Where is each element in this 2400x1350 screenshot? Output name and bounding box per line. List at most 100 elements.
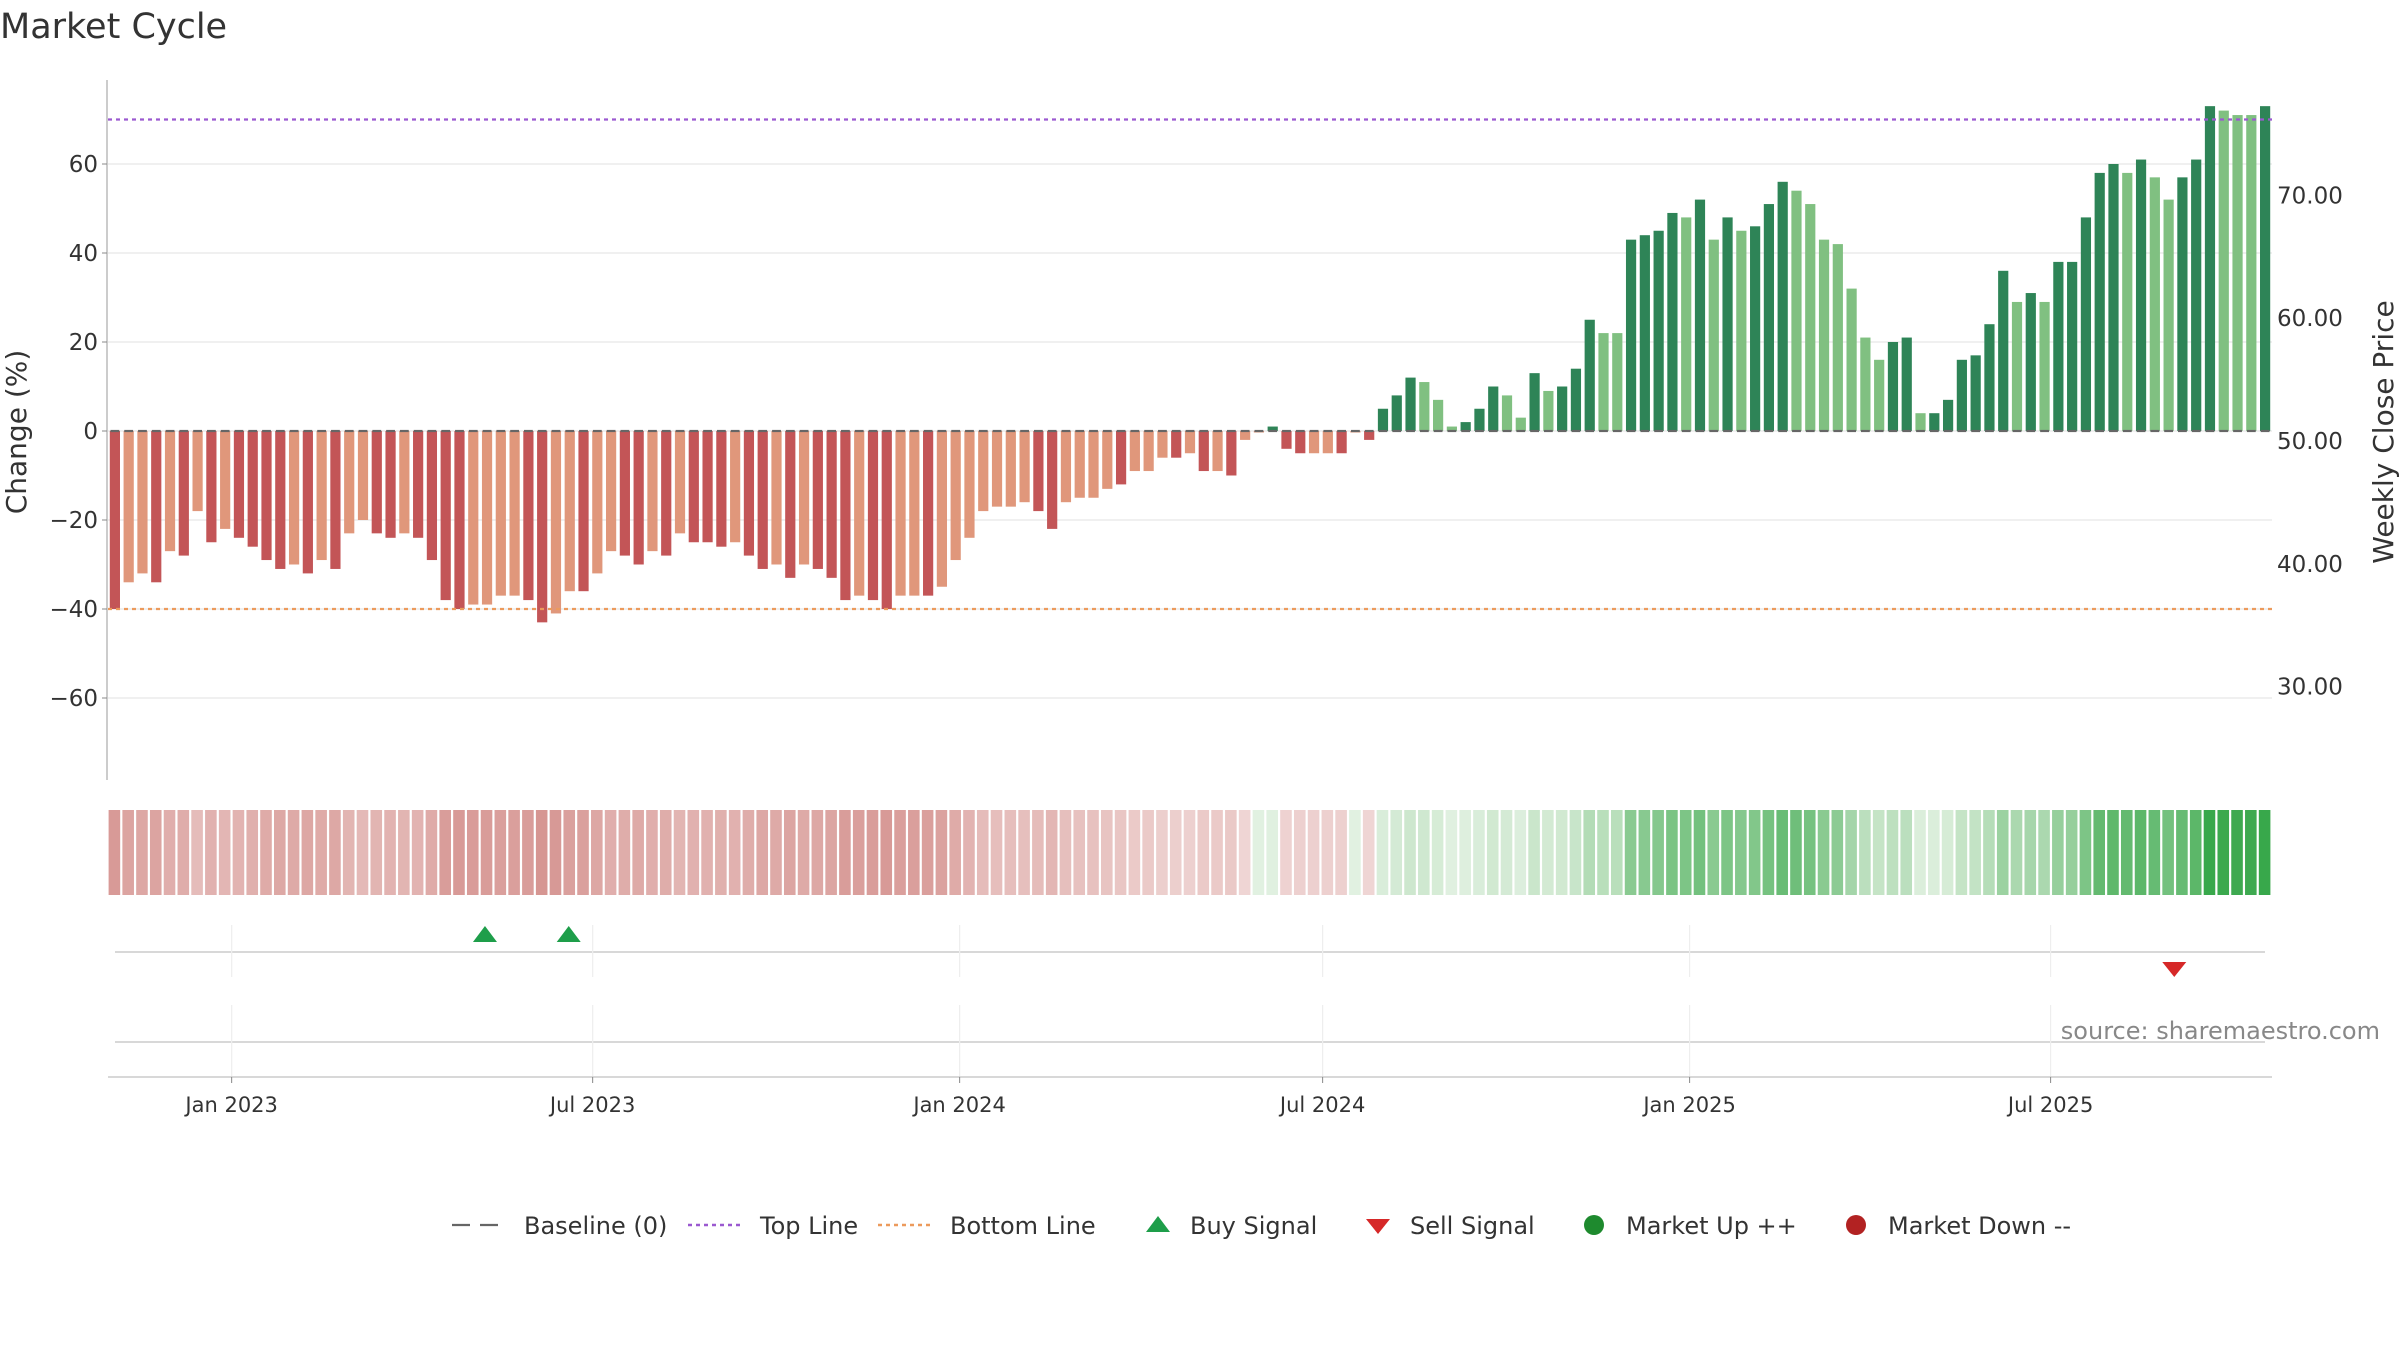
- heat-cell: [2010, 810, 2023, 895]
- heat-cell: [1941, 810, 1954, 895]
- buy-signal-marker: [472, 926, 497, 942]
- bar: [1019, 431, 1030, 503]
- bar: [661, 431, 672, 556]
- bar: [123, 431, 134, 583]
- bar: [2108, 164, 2119, 431]
- y2-tick-label: 60.00: [2277, 306, 2343, 332]
- bar: [1818, 239, 1830, 431]
- bar: [275, 431, 286, 569]
- heat-cell: [411, 810, 424, 895]
- y-tick-label: 60: [69, 152, 98, 178]
- bar: [137, 431, 148, 574]
- heat-cell: [921, 810, 934, 895]
- y2-tick-label: 70.00: [2277, 183, 2343, 209]
- heat-cell: [1555, 810, 1568, 895]
- bar: [1364, 431, 1375, 440]
- bar: [1171, 431, 1182, 458]
- bar: [1515, 417, 1526, 431]
- bar: [1557, 386, 1568, 431]
- bar: [1060, 431, 1072, 503]
- bar: [1047, 431, 1058, 529]
- bar: [716, 431, 727, 547]
- heat-cell: [1748, 810, 1761, 895]
- bar: [2232, 115, 2243, 432]
- heat-cell: [2217, 810, 2230, 895]
- heat-cell: [577, 810, 589, 895]
- bar: [743, 431, 755, 556]
- heat-cell: [1679, 810, 1692, 895]
- bar: [1874, 359, 1885, 431]
- heat-cell: [2258, 810, 2271, 895]
- bar: [826, 431, 837, 578]
- bar: [2204, 106, 2216, 432]
- bar: [730, 431, 741, 543]
- heat-cell: [122, 810, 134, 895]
- x-tick-label: Jul 2023: [548, 1093, 635, 1117]
- heat-cell: [1156, 810, 1168, 895]
- heat-cell: [1803, 810, 1816, 895]
- bar: [1942, 399, 1954, 431]
- heat-cell: [1445, 810, 1458, 895]
- heat-cell: [1955, 810, 1968, 895]
- heat-cell: [1610, 810, 1623, 895]
- heat-cell: [1004, 810, 1017, 895]
- heat-cell: [1569, 810, 1582, 895]
- heat-cell: [1059, 810, 1072, 895]
- bar: [1805, 204, 1816, 431]
- bar: [840, 431, 851, 601]
- bar: [757, 431, 768, 569]
- bar: [288, 431, 300, 565]
- chart-title: Market Cycle: [0, 7, 227, 47]
- heat-cell: [1266, 810, 1278, 895]
- heat-cell: [1128, 810, 1141, 895]
- heat-cell: [2120, 810, 2133, 895]
- heat-cell: [1169, 810, 1182, 895]
- heat-cell: [2052, 810, 2064, 895]
- heat-cell: [2203, 810, 2216, 895]
- heat-cell: [1638, 810, 1651, 895]
- bar: [1212, 431, 1223, 472]
- bar: [1777, 181, 1788, 431]
- bar: [1639, 235, 1650, 431]
- bar: [881, 431, 892, 609]
- y-axis-right: 70.00 60.00 50.00 40.00 30.00: [2277, 183, 2343, 700]
- heat-cell: [1845, 810, 1857, 895]
- bar: [1308, 431, 1320, 454]
- bar: [1474, 408, 1485, 431]
- heat-cell: [1183, 810, 1196, 895]
- heat-cell: [1831, 810, 1844, 895]
- heat-strip: [108, 810, 2271, 895]
- bar: [1267, 426, 1278, 431]
- bar: [619, 431, 630, 556]
- bar: [1750, 226, 1761, 431]
- bar: [633, 431, 644, 565]
- heat-cell: [1238, 810, 1251, 895]
- bar: [1115, 431, 1127, 485]
- bar: [1143, 431, 1154, 472]
- heat-cell: [1390, 810, 1403, 895]
- heat-cell: [136, 810, 148, 895]
- heat-cell: [894, 810, 906, 895]
- bar: [2163, 199, 2174, 431]
- heat-cell: [1087, 810, 1099, 895]
- y-tick-label: −20: [49, 508, 98, 534]
- heat-cell: [728, 810, 741, 895]
- heat-cell: [1514, 810, 1527, 895]
- bar: [2080, 217, 2092, 431]
- heat-cell: [701, 810, 713, 895]
- heat-cell: [1431, 810, 1444, 895]
- signal-rows: [115, 925, 2265, 1077]
- bar: [1529, 373, 1540, 431]
- heat-cell: [315, 810, 327, 895]
- bar: [247, 431, 258, 547]
- bar: [1281, 431, 1292, 449]
- heat-cell: [1321, 810, 1334, 895]
- heat-cell: [384, 810, 396, 895]
- heat-cell: [1872, 810, 1885, 895]
- heat-cell: [2093, 810, 2105, 895]
- bar: [1929, 413, 1940, 431]
- heat-cell: [632, 810, 644, 895]
- heat-cell: [149, 810, 162, 895]
- legend-label: Market Up ++: [1626, 1212, 1797, 1240]
- bar: [647, 431, 658, 552]
